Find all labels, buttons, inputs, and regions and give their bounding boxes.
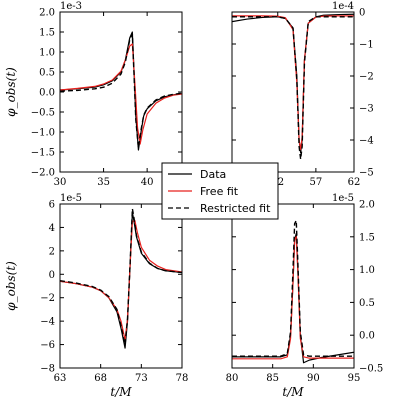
plot-frame	[231, 11, 355, 173]
panel-bottom-left: 63 68 73 78 −8 −6 −4 −2 0 2 4 6 1e-5 φ_obs(t) t/M	[4, 193, 188, 399]
y-tick-label: −2	[359, 72, 374, 83]
y-tick-label: 2.0	[39, 8, 55, 19]
y-tick-label: −3	[359, 104, 374, 115]
series-line-data	[60, 211, 182, 349]
axis-scale-label: 1e-5	[60, 193, 82, 204]
legend-label: Restricted fit	[200, 202, 271, 215]
y-tick-label: −0.5	[31, 108, 55, 119]
series-group	[60, 31, 182, 151]
y-tick-label: 1.5	[39, 28, 55, 39]
x-tick-label: 62	[348, 177, 361, 188]
y-tick-label: 1.5	[359, 232, 375, 243]
series-line-restricted-fit	[232, 219, 354, 357]
x-tick-label: 35	[97, 177, 110, 188]
series-group	[232, 219, 354, 364]
y-tick-label: −8	[40, 364, 55, 375]
panel-bottom-right: 80 85 90 95−0.5 0.0 0.5 1.0 1.5 2.0 1e-5 t/M	[226, 193, 384, 399]
x-tick-label: 78	[176, 373, 189, 384]
x-tick-label: 80	[226, 373, 239, 384]
series-group	[60, 207, 182, 349]
y-tick-label: 0	[49, 270, 55, 281]
y-tick-label: −2	[40, 293, 55, 304]
x-tick-label: 30	[54, 177, 67, 188]
x-tick-label: 85	[266, 373, 279, 384]
panel-top-left: 30 35 40 −2.0 −1.5 −1.0 −0.5 0.0 0.5 1.0 1.5 2.0 1e-…	[4, 1, 183, 188]
axis-scale-label: 1e-5	[332, 193, 354, 204]
y-tick-label: 0.5	[39, 68, 55, 79]
y-tick-label: −4	[359, 136, 374, 147]
y-tick-label: 4	[49, 223, 55, 234]
y-tick-label: −2.0	[31, 168, 55, 179]
series-group	[232, 13, 354, 160]
x-tick-label: 90	[307, 373, 320, 384]
x-tick-label: 63	[54, 373, 67, 384]
legend-label: Data	[200, 168, 226, 181]
y-tick-label: −1	[359, 40, 374, 51]
x-tick-label: 73	[135, 373, 148, 384]
x-tick-label: 68	[94, 373, 107, 384]
y-tick-label: 0.5	[359, 298, 375, 309]
y-tick-label: −6	[40, 340, 55, 351]
plot-frame	[59, 11, 183, 173]
legend-label: Free fit	[200, 185, 239, 198]
x-tick-label: 95	[348, 373, 361, 384]
series-line-free-fit	[60, 219, 182, 341]
y-tick-label: −5	[359, 168, 374, 179]
x-axis-label: t/M	[110, 385, 132, 399]
y-tick-label: 1.0	[39, 48, 55, 59]
y-tick-label: 2.0	[359, 200, 375, 211]
x-tick-label: 57	[310, 177, 323, 188]
series-line-restricted-fit	[60, 207, 182, 346]
axis-scale-label: 1e-4	[332, 1, 354, 12]
y-tick-label: 2	[49, 246, 55, 257]
y-tick-label: −1.5	[31, 148, 55, 159]
x-tick-label: 40	[141, 177, 154, 188]
plot-frame	[59, 203, 183, 369]
y-tick-label: −4	[40, 317, 55, 328]
series-line-restricted-fit	[60, 33, 182, 149]
axis-scale-label: 1e-3	[60, 1, 82, 12]
y-tick-label: 1.0	[359, 265, 375, 276]
plot-frame	[231, 203, 355, 369]
y-tick-label: −0.5	[359, 364, 383, 375]
y-tick-label: −1.0	[31, 128, 55, 139]
series-line-free-fit	[60, 43, 182, 145]
y-tick-label: 0.0	[359, 331, 375, 342]
series-line-free-fit	[232, 236, 354, 360]
y-axis-label: φ_obs(t)	[4, 261, 18, 311]
y-tick-label: 6	[49, 200, 55, 211]
series-line-restricted-fit	[232, 16, 354, 160]
y-axis-label: φ_obs(t)	[4, 67, 18, 117]
legend: Data Free fit Restricted fit	[161, 162, 279, 220]
y-tick-label: 0.0	[39, 88, 55, 99]
y-tick-label: 0	[359, 8, 365, 19]
x-axis-label: t/M	[282, 385, 304, 399]
